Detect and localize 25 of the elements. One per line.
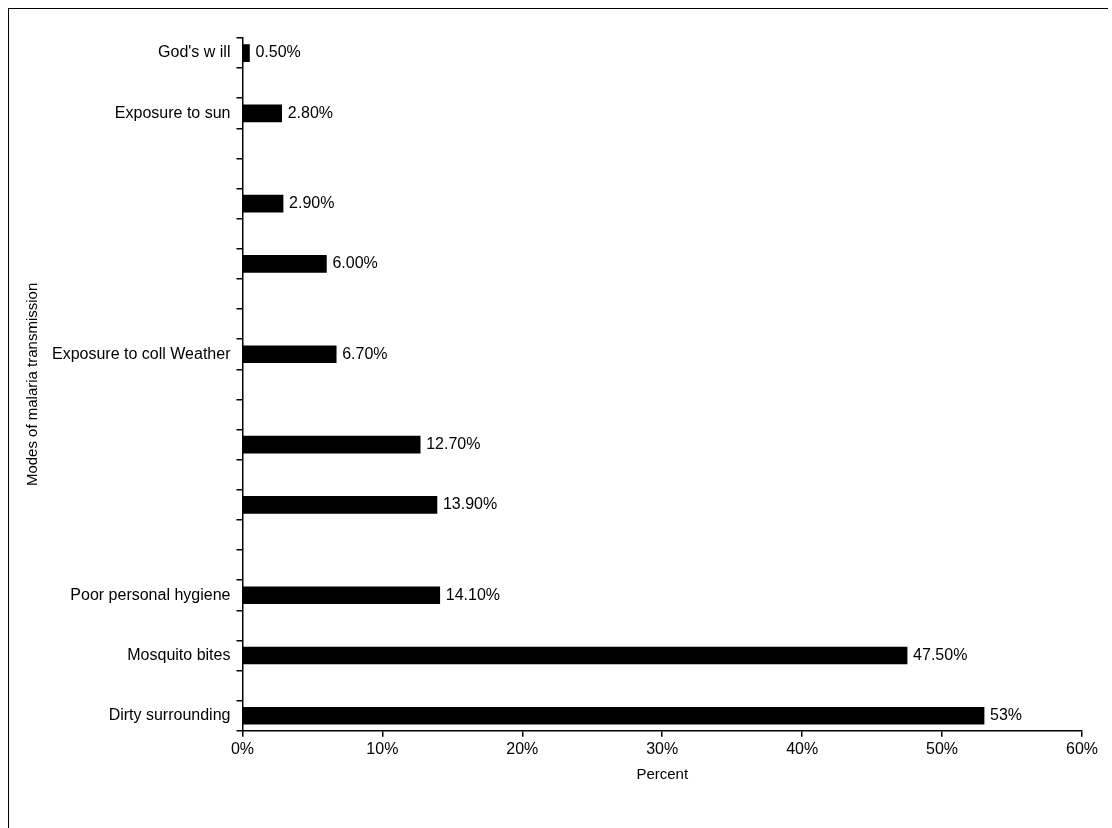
data-label: 0.50% [255, 43, 301, 61]
x-axis-title: Percent [636, 765, 689, 783]
data-label: 47.50% [913, 645, 968, 663]
x-tick-label: 40% [786, 739, 819, 757]
y-tick-label: Poor personal hygiene [70, 585, 231, 603]
y-tick-label: Exposure to sun [114, 103, 231, 121]
x-tick-label: 20% [506, 739, 539, 757]
y-tick-label: Dirty surrounding [108, 706, 231, 724]
x-tick-label: 10% [366, 739, 399, 757]
data-label: 14.10% [445, 585, 501, 603]
data-label: 13.90% [442, 495, 498, 513]
data-label: 6.00% [332, 254, 378, 272]
y-tick-label: Exposure to coll Weather [51, 344, 232, 362]
x-tick-label: 0% [230, 739, 255, 757]
y-tick-label: God's w ill [158, 43, 231, 61]
x-tick-label: 60% [1065, 739, 1099, 757]
data-label: 6.70% [342, 344, 388, 362]
data-label: 12.70% [426, 435, 481, 453]
x-tick-label: 30% [646, 739, 679, 757]
data-label: 53% [990, 706, 1023, 724]
y-axis-title: Modes of malaria transmission [23, 282, 41, 487]
data-label: 2.80% [287, 103, 334, 121]
x-tick-label: 50% [926, 739, 959, 757]
data-label: 2.90% [289, 194, 335, 212]
y-tick-label: Mosquito bites [127, 645, 231, 663]
